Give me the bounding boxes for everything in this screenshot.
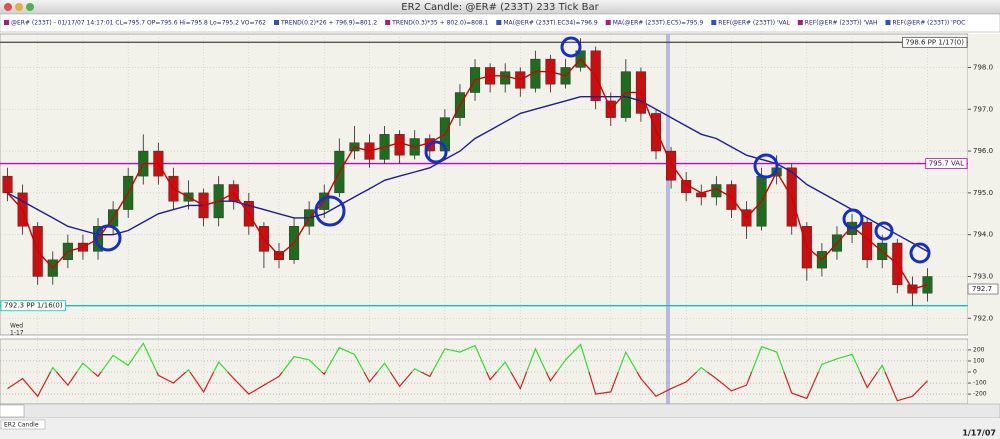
study-icon (885, 20, 891, 25)
zoom-button[interactable] (26, 3, 34, 11)
annotation-circle (909, 242, 931, 264)
y-tick-label: 798.0 (973, 63, 993, 71)
study-icon (711, 20, 717, 25)
oscillator-line (7, 342, 928, 402)
chart-tab[interactable] (0, 419, 46, 430)
study-icon (4, 20, 9, 25)
reference-label: 795.7 VAL (929, 160, 964, 168)
time-axis (0, 403, 1000, 419)
study-label: TREND(0.2)*26 + 796.9)=801.2 (280, 20, 377, 27)
candle-body (620, 71, 631, 118)
last-price-box (967, 283, 999, 295)
close-button[interactable] (4, 3, 12, 11)
moving-average (7, 96, 928, 253)
annotation-circle (874, 221, 894, 241)
footer-date: 1/17/07 (962, 429, 996, 438)
title-bar (0, 0, 1000, 14)
study-label: REF(@ER# (233T)) 'VAH (805, 20, 878, 27)
annotation-circles (94, 36, 931, 264)
annotation: 1-17 (10, 330, 24, 337)
chart-tab-label: ER2 Candle (4, 422, 39, 429)
study-icon (385, 20, 391, 25)
annotation-circle (94, 224, 122, 252)
minimize-button[interactable] (15, 3, 23, 11)
study-list: @ER# (233T) - 01/17/07 14:17:01 CL=795.7… (4, 20, 965, 27)
y-tick-label: 794.0 (973, 231, 993, 239)
annotation-circle (314, 195, 346, 227)
study-label: @ER# (233T) - 01/17/07 14:17:01 CL=795.7… (11, 20, 266, 27)
candle-body (862, 221, 873, 260)
right-axis (968, 34, 1000, 404)
price-panel (0, 33, 969, 336)
study-icon (605, 20, 611, 25)
study-icon (274, 20, 279, 25)
candle-body (394, 134, 405, 156)
y-tick-label: 100 (973, 357, 985, 364)
reference-label-box (0, 300, 66, 312)
candle-body (650, 113, 662, 152)
study-icon (496, 20, 502, 25)
y-tick-label: 795.0 (973, 189, 993, 197)
scroll-box[interactable] (0, 404, 25, 418)
annotation-circle (842, 208, 864, 230)
footer (0, 418, 1000, 439)
y-tick-label: 796.0 (973, 147, 993, 155)
candle-body (2, 175, 13, 194)
y-tick-label: 797.0 (973, 105, 993, 113)
y-tick-label: 793.0 (973, 272, 993, 280)
y-tick-label: 792.0 (973, 314, 993, 322)
study-label: MA(@ER# (233T).EC34)=796.9 (503, 20, 598, 27)
annotation-circle (753, 153, 779, 179)
reference-label-box (902, 36, 968, 48)
y-tick-label: 200 (973, 346, 985, 353)
study-label: REF(@ER# (233T)) 'VAL (718, 20, 790, 27)
reference-label: 798.6 PP 1/17(0) (905, 38, 964, 46)
annotation-circle (560, 36, 582, 58)
study-label: REF(@ER# (233T)) 'POC (892, 20, 965, 27)
annotation-circle (424, 140, 448, 164)
study-label: MA(@ER# (233T).EC5)=795.9 (613, 20, 704, 27)
reference-label-box (925, 158, 968, 169)
study-label: TREND(0.3)*35 + 802.0)=808.1 (391, 20, 488, 27)
moving-average (6, 58, 928, 290)
reference-label: 792.3 PP 1/16(0) (4, 302, 63, 310)
y-tick-label: -200 (973, 391, 987, 398)
y-tick-label: -100 (973, 380, 987, 387)
y-tick-label: 0 (973, 369, 977, 376)
candle-body (500, 71, 511, 85)
annotation: Wed (10, 323, 23, 330)
window-title: ER2 Candle: @ER# (233T) 233 Tick Bar (401, 2, 599, 13)
study-icon (797, 20, 803, 25)
last-price-label: 792.7 (972, 285, 992, 293)
candle-body (666, 150, 677, 181)
